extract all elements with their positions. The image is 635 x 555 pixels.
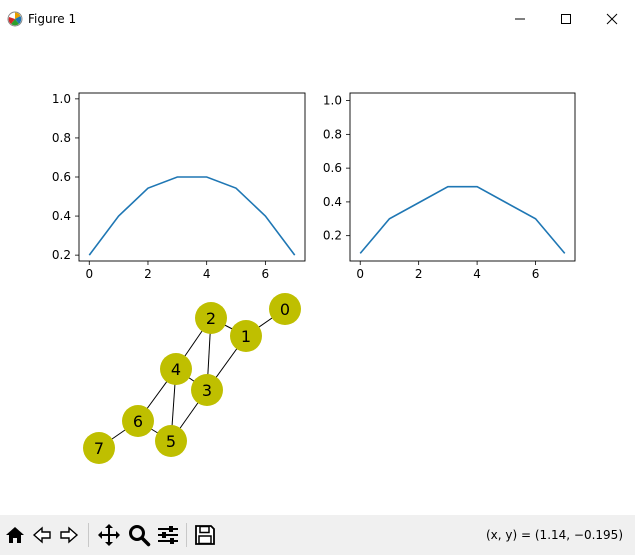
cursor-coordinates: (x, y) = (1.14, −0.195) <box>486 528 623 542</box>
graph-node-label: 7 <box>94 439 104 458</box>
title-bar: Figure 1 <box>0 0 635 38</box>
maximize-icon <box>561 14 571 24</box>
graph-node <box>155 425 187 457</box>
graph-node <box>269 293 301 325</box>
y-tick-label: 0.2 <box>52 248 71 262</box>
figure-canvas[interactable]: 0 2 4 6 0.2 0.4 0.6 0.8 1.0 0 2 4 6 0.2 0.4 0.6 0.8 1.0 … <box>0 38 635 515</box>
x-tick-label: 2 <box>415 267 423 281</box>
pan-button[interactable] <box>96 521 122 549</box>
zoom-button[interactable] <box>126 521 152 549</box>
configure-subplots-button[interactable] <box>155 521 181 549</box>
graph-node-label: 1 <box>241 327 251 346</box>
x-tick-label: 0 <box>356 267 364 281</box>
y-tick-label: 0.8 <box>323 127 342 141</box>
home-button[interactable] <box>2 521 28 549</box>
back-arrow-icon <box>32 526 51 544</box>
graph-node-label: 4 <box>171 360 181 379</box>
graph-node <box>160 353 192 385</box>
figure-svg: 0 2 4 60.20.40.60.81.0 0 2 4 60.20.40.60.81.0 … <box>52 92 576 464</box>
close-button[interactable] <box>589 0 635 38</box>
y-tick-label: 0.8 <box>52 131 71 145</box>
pan-move-icon <box>98 524 120 546</box>
x-tick-label: 6 <box>262 267 270 281</box>
series-line <box>359 185 566 254</box>
navigation-toolbar: (x, y) = (1.14, −0.195) <box>0 515 635 555</box>
graph-node-label: 0 <box>280 300 290 319</box>
minimize-icon <box>515 18 525 20</box>
configure-subplots-icon <box>158 526 178 544</box>
y-tick-label: 0.6 <box>323 161 342 175</box>
graph-node-label: 5 <box>166 432 176 451</box>
y-tick-label: 1.0 <box>323 94 342 108</box>
forward-arrow-icon <box>60 526 79 544</box>
x-tick-label: 4 <box>203 267 211 281</box>
right-line-chart: 0 2 4 6 0.2 0.4 0.6 0.8 1.0 <box>323 92 576 281</box>
home-icon <box>6 527 24 543</box>
window-title: Figure 1 <box>28 12 77 26</box>
matplotlib-logo-icon <box>7 11 23 27</box>
zoom-magnifier-icon <box>129 525 151 547</box>
left-line-chart: 0 2 4 6 0.2 0.4 0.6 0.8 1.0 <box>52 92 306 281</box>
y-tick-label: 0.6 <box>52 170 71 184</box>
x-tick-label: 2 <box>144 267 152 281</box>
y-tick-label: 0.4 <box>323 195 342 209</box>
minimize-button[interactable] <box>497 0 543 38</box>
close-icon <box>606 13 618 25</box>
graph-node <box>191 374 223 406</box>
save-floppy-icon <box>195 525 215 545</box>
graph-node <box>195 302 227 334</box>
y-tick-label: 0.2 <box>323 229 342 243</box>
graph-node <box>230 320 262 352</box>
graph-node <box>83 432 115 464</box>
toolbar-separator <box>186 523 187 547</box>
network-graph: 0 1 2 3 4 5 6 7 <box>83 293 301 464</box>
series-line <box>88 176 296 256</box>
graph-node <box>122 405 154 437</box>
y-tick-label: 0.4 <box>52 209 71 223</box>
graph-node-label: 2 <box>206 309 216 328</box>
graph-node-label: 3 <box>202 381 212 400</box>
graph-node-label: 6 <box>133 412 143 431</box>
forward-button[interactable] <box>56 521 82 549</box>
x-tick-label: 4 <box>473 267 481 281</box>
x-tick-label: 0 <box>85 267 93 281</box>
axes-frame <box>349 92 576 262</box>
save-button[interactable] <box>192 521 218 549</box>
maximize-button[interactable] <box>543 0 589 38</box>
back-button[interactable] <box>29 521 55 549</box>
toolbar-separator <box>88 523 89 547</box>
y-tick-label: 1.0 <box>52 92 71 106</box>
x-tick-label: 6 <box>532 267 540 281</box>
